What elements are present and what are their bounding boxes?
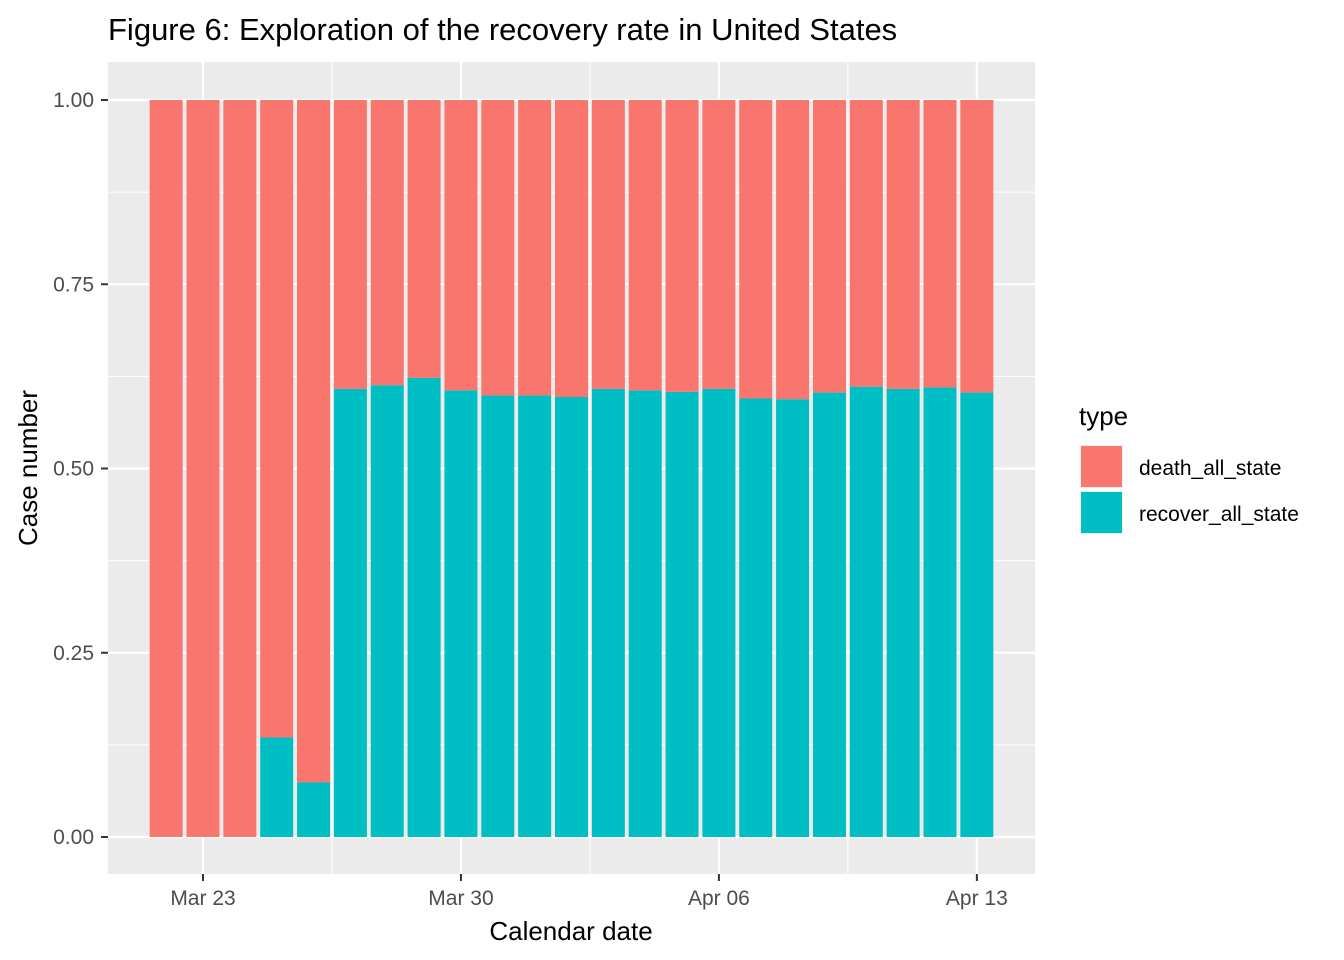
- x-axis-label: Calendar date: [489, 916, 652, 946]
- bar-recover-all-state: [849, 386, 883, 837]
- bars: [149, 100, 994, 837]
- bar-recover-all-state: [886, 388, 920, 837]
- bar-death-all-state: [518, 100, 552, 396]
- bar-recover-all-state: [297, 782, 331, 837]
- bar-recover-all-state: [665, 391, 699, 837]
- bar-death-all-state: [223, 100, 257, 837]
- bar-death-all-state: [591, 100, 625, 389]
- bar-death-all-state: [849, 100, 883, 387]
- bar-death-all-state: [628, 100, 662, 391]
- legend-title: type: [1079, 401, 1128, 431]
- bar-death-all-state: [297, 100, 331, 783]
- bar-death-all-state: [886, 100, 920, 389]
- bar-death-all-state: [186, 100, 220, 837]
- bar-recover-all-state: [407, 377, 441, 837]
- bar-death-all-state: [149, 100, 183, 837]
- bar-recover-all-state: [370, 385, 404, 837]
- y-tick-label: 0.75: [53, 273, 94, 296]
- bar-death-all-state: [407, 100, 441, 378]
- y-tick-label: 0.50: [53, 458, 94, 481]
- bar-death-all-state: [444, 100, 478, 391]
- bar-death-all-state: [333, 100, 367, 389]
- legend-label: recover_all_state: [1139, 503, 1299, 526]
- y-axis-label: Case number: [13, 390, 43, 546]
- y-tick-label: 0.00: [53, 826, 94, 849]
- legend-label: death_all_state: [1139, 457, 1281, 480]
- bar-recover-all-state: [776, 399, 810, 837]
- bar-death-all-state: [665, 100, 699, 392]
- bar-death-all-state: [260, 100, 294, 738]
- x-tick-label: Mar 30: [428, 887, 493, 910]
- bar-recover-all-state: [444, 390, 478, 837]
- bar-recover-all-state: [628, 390, 662, 837]
- bar-recover-all-state: [518, 395, 552, 837]
- bar-recover-all-state: [960, 392, 994, 837]
- bar-death-all-state: [739, 100, 773, 399]
- bar-recover-all-state: [812, 392, 846, 837]
- y-tick-label: 1.00: [53, 89, 94, 112]
- bar-recover-all-state: [739, 398, 773, 837]
- x-axis: Mar 23 Mar 30 Apr 06 Apr 13: [170, 874, 1008, 910]
- bar-death-all-state: [923, 100, 957, 388]
- y-axis: 0.00 0.25 0.50 0.75 1.00: [53, 89, 108, 849]
- bar-death-all-state: [960, 100, 994, 393]
- bar-death-all-state: [776, 100, 810, 400]
- bar-death-all-state: [702, 100, 736, 389]
- bar-recover-all-state: [591, 388, 625, 837]
- bar-death-all-state: [370, 100, 404, 386]
- bar-death-all-state: [481, 100, 515, 396]
- bar-recover-all-state: [481, 395, 515, 837]
- bar-recover-all-state: [923, 387, 957, 837]
- bar-recover-all-state: [702, 388, 736, 837]
- bar-recover-all-state: [333, 388, 367, 837]
- bar-death-all-state: [555, 100, 588, 398]
- x-tick-label: Mar 23: [170, 887, 235, 910]
- legend-swatch-death-all-state: [1081, 446, 1122, 487]
- chart-title: Figure 6: Exploration of the recovery ra…: [108, 12, 897, 47]
- y-tick-label: 0.25: [53, 642, 94, 665]
- legend-swatch-recover-all-state: [1081, 492, 1122, 533]
- x-tick-label: Apr 06: [688, 887, 750, 910]
- bar-recover-all-state: [260, 737, 294, 837]
- bar-death-all-state: [812, 100, 846, 393]
- x-tick-label: Apr 13: [946, 887, 1008, 910]
- bar-recover-all-state: [555, 397, 588, 837]
- legend: type death_all_state recover_all_state: [1079, 401, 1299, 534]
